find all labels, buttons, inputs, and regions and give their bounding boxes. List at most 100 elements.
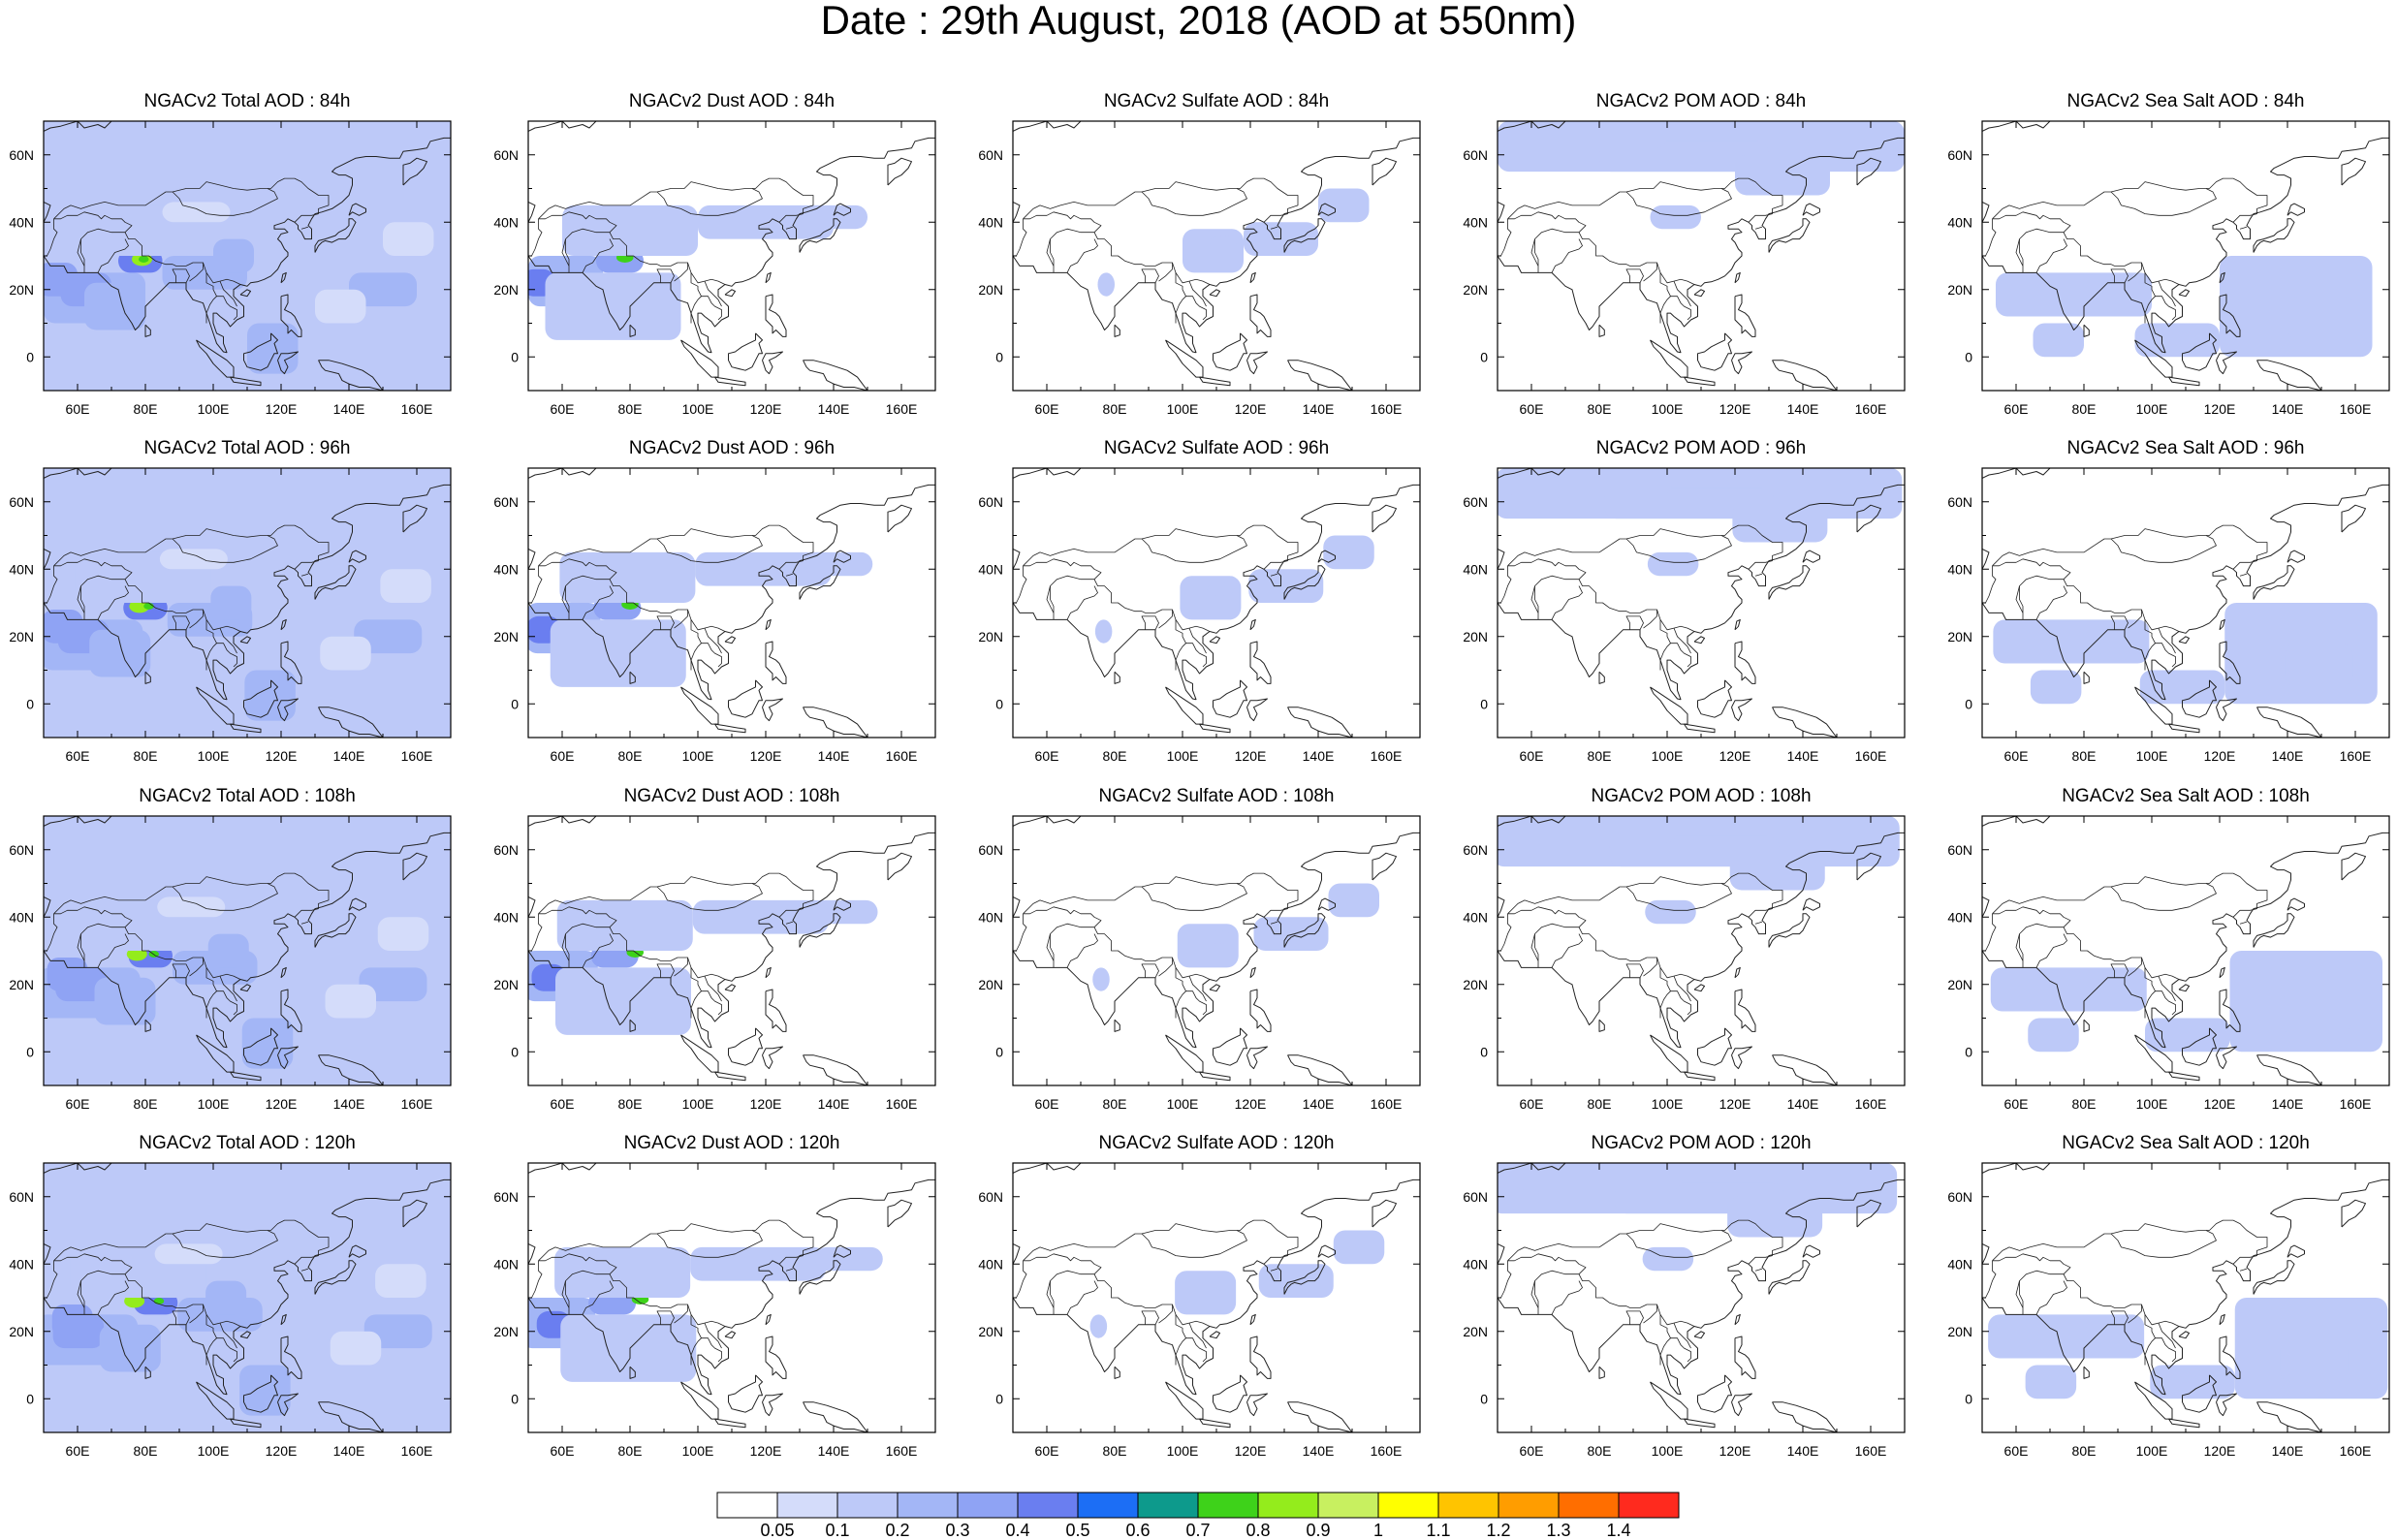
lon-tick-label: 80E [1103,1096,1127,1112]
country-border [1046,585,1055,613]
lat-tick-label: 60N [1947,1189,1972,1205]
coastline [1498,137,1905,354]
lat-tick-label: 60N [493,494,519,510]
country-border [1985,913,1997,952]
panel-title: NGACv2 Sulfate AOD : 120h [1098,1133,1335,1153]
country-border [538,1219,814,1265]
aod-field [44,468,451,738]
aod-field [1013,121,1420,391]
coastline [2216,1393,2237,1417]
lat-tick-label: 20N [1947,629,1972,644]
lon-tick-label: 120E [1235,748,1267,764]
country-border [80,923,204,977]
coastline [728,1027,763,1066]
lat-tick-label: 0 [511,349,519,364]
lon-tick-label: 100E [198,748,230,764]
colorbar-swatch [1558,1492,1620,1519]
aod-region [1318,188,1370,223]
aod-region [1253,917,1329,951]
coastline [2134,686,2173,725]
country-border [1534,1270,1657,1324]
country-border [565,575,688,629]
coastline [348,1244,366,1258]
coastline [2216,1046,2237,1070]
coastline [1684,723,1716,734]
coastline [2168,723,2200,734]
lat-tick-label: 20N [1947,282,1972,298]
lat-tick-label: 60N [9,494,34,510]
lat-tick-label: 0 [995,349,1003,364]
country-border [1992,1253,2071,1274]
country-border [1670,643,1691,668]
coastline [1982,896,1990,918]
country-border [1625,1230,1732,1258]
lon-tick-label: 140E [818,1443,850,1459]
coastline [887,1199,912,1228]
lat-tick-label: 60N [978,147,1003,163]
aod-field [528,121,935,391]
country-border [53,1253,133,1274]
country-border [1507,1253,1587,1274]
map-panel-total-108h: 60E 80E 100E 120E 140E 160E 0 20N 40N 60N [9,815,452,1112]
lon-tick-label: 60E [1035,748,1059,764]
lon-tick-label: 80E [2072,1443,2097,1459]
country-border [561,1280,570,1308]
coastline [277,1393,299,1417]
aod-region [1328,883,1379,918]
lon-tick-label: 80E [618,401,643,417]
country-border [172,615,190,630]
coastline [44,137,451,354]
coastline [1013,137,1420,354]
aod-region [84,282,145,330]
country-border [1023,558,1102,580]
lon-tick-label: 140E [1303,1096,1335,1112]
coastline [1498,548,1505,570]
country-border [701,643,722,668]
map-panel-dust-108h: 60E 80E 100E 120E 140E 160E 0 20N 40N 60N [493,815,936,1112]
colorbar-level-label: 1.2 [1486,1521,1511,1540]
country-border [2155,990,2176,1016]
coastline [1734,989,1756,1032]
colorbar-level-label: 0.05 [760,1521,795,1540]
coastline [44,1179,451,1396]
lon-tick-label: 60E [1035,401,1059,417]
lat-tick-label: 40N [1947,561,1972,577]
country-border [172,535,278,563]
coastline [44,816,79,827]
country-border [1625,188,1732,216]
lon-tick-label: 160E [401,1443,433,1459]
country-border [582,238,614,273]
country-border [1141,615,1159,630]
country-border [538,177,814,223]
coastline [1249,271,1256,284]
country-border [1500,218,1512,257]
aod-region [139,256,149,263]
country-border [1050,238,1055,273]
country-border [1188,627,1207,654]
coastline [1802,897,1820,911]
lon-tick-label: 80E [618,1443,643,1459]
coastline [402,852,427,881]
coastline [1498,484,1905,701]
lat-tick-label: 20N [9,629,34,644]
country-border [300,573,309,577]
lon-tick-label: 120E [2204,748,2236,764]
coastline [833,550,851,563]
country-border [1016,218,1027,257]
aod-region [157,896,226,918]
lon-tick-label: 140E [1303,748,1335,764]
country-border [656,615,675,630]
panel-title: NGACv2 Dust AOD : 84h [628,91,836,111]
aod-region [1258,1264,1334,1298]
lon-tick-label: 160E [2340,1443,2372,1459]
aod-region [94,977,156,1025]
lat-tick-label: 40N [9,561,34,577]
coastline [2219,1336,2241,1379]
country-border [1551,585,1583,620]
panel-title: NGACv2 Sea Salt AOD : 84h [2066,91,2305,111]
country-border [300,921,309,925]
colorbar-swatch [1317,1492,1379,1519]
country-border [2019,1280,2024,1315]
coastline [561,468,597,476]
coastline [1249,1336,1272,1379]
